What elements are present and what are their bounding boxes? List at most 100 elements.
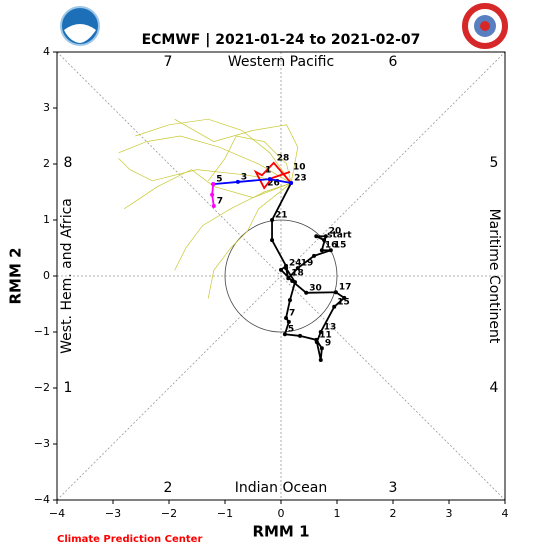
point [267, 177, 272, 182]
point [298, 333, 303, 338]
y-tick-label: −4 [34, 493, 50, 506]
point-label: 19 [301, 259, 314, 269]
point [210, 192, 215, 197]
y-tick-label: −2 [34, 381, 50, 394]
phase-label: 6 [389, 54, 398, 70]
point [332, 304, 337, 309]
point [318, 358, 323, 362]
point-label: 20 [329, 227, 342, 237]
x-tick-label: 2 [390, 507, 397, 520]
point [290, 279, 295, 284]
y-tick-label: 0 [43, 269, 50, 282]
series [174, 182, 292, 271]
point-label: 5 [288, 325, 294, 335]
point [304, 290, 309, 295]
point [333, 290, 338, 295]
x-tick-label: 3 [446, 507, 453, 520]
point [342, 295, 347, 300]
track [253, 161, 292, 190]
track [118, 135, 292, 184]
phase-label: 2 [164, 480, 173, 496]
x-tick-label: 0 [278, 507, 285, 520]
x-tick-label: −1 [217, 507, 233, 520]
x-tick-label: 1 [334, 507, 341, 520]
point [312, 253, 317, 258]
point-label: 18 [291, 269, 304, 279]
point [286, 319, 291, 324]
footer: Climate Prediction Center [57, 534, 202, 545]
point [318, 330, 323, 334]
point [319, 346, 324, 351]
point-label: 11 [319, 330, 332, 340]
chart-title: ECMWF | 2021-01-24 to 2021-02-07 [142, 32, 421, 48]
y-tick-label: −3 [34, 437, 50, 450]
point-label: 15 [337, 297, 350, 307]
series [118, 135, 292, 184]
point-label: 7 [217, 197, 223, 207]
point [286, 276, 291, 281]
point-label: 3 [241, 172, 247, 182]
point-label: 15 [334, 241, 347, 251]
point [295, 266, 300, 271]
y-tick-label: 4 [43, 45, 50, 58]
series [174, 118, 299, 184]
point-label: 30 [309, 283, 322, 293]
x-tick-label: −4 [49, 507, 65, 520]
phase-label: 4 [490, 380, 499, 396]
series [135, 118, 292, 184]
point [322, 238, 327, 243]
track [174, 182, 292, 271]
x-axis-label: RMM 1 [252, 523, 309, 541]
series [207, 135, 292, 184]
x-tick-label: −2 [161, 507, 177, 520]
y-tick-label: −1 [34, 325, 50, 338]
track [135, 118, 292, 184]
track [124, 169, 292, 210]
point [279, 267, 283, 272]
y-axis-label: RMM 2 [7, 247, 25, 304]
x-tick-label: 4 [502, 507, 509, 520]
phase-label: 5 [490, 155, 499, 171]
phase-label: 8 [64, 155, 73, 171]
phase-label: 3 [389, 480, 398, 496]
point [314, 340, 319, 345]
point-label: 28 [277, 153, 290, 163]
series: 28 1 26 10 [253, 153, 306, 190]
series [118, 158, 292, 184]
point [328, 248, 333, 253]
point [270, 218, 275, 222]
y-tick-label: 1 [43, 213, 50, 226]
point-label: 21 [275, 211, 288, 221]
point-label: 10 [293, 162, 306, 172]
series [207, 182, 292, 299]
point-label: 24 [289, 259, 302, 269]
track [207, 135, 292, 184]
point [289, 181, 294, 186]
point-label: start [327, 231, 352, 241]
phase-label: 7 [164, 54, 173, 70]
point [323, 234, 328, 239]
x-tick-label: −3 [105, 507, 121, 520]
phase-label: 1 [64, 380, 73, 396]
unit-circle [224, 219, 338, 333]
point [287, 298, 292, 303]
point [211, 182, 216, 187]
point [284, 263, 289, 268]
series [124, 169, 292, 210]
point-label: 5 [216, 175, 222, 185]
track [271, 182, 346, 361]
y-tick-label: 2 [43, 157, 50, 170]
track [174, 118, 299, 184]
point-label: 9 [325, 339, 331, 349]
point [284, 316, 289, 320]
point [319, 248, 324, 253]
nws-logo [462, 3, 508, 49]
point-label: 23 [294, 174, 307, 184]
series: 7 [210, 182, 223, 208]
point [270, 238, 275, 243]
point-label: 1 [265, 166, 271, 176]
point [314, 234, 319, 239]
